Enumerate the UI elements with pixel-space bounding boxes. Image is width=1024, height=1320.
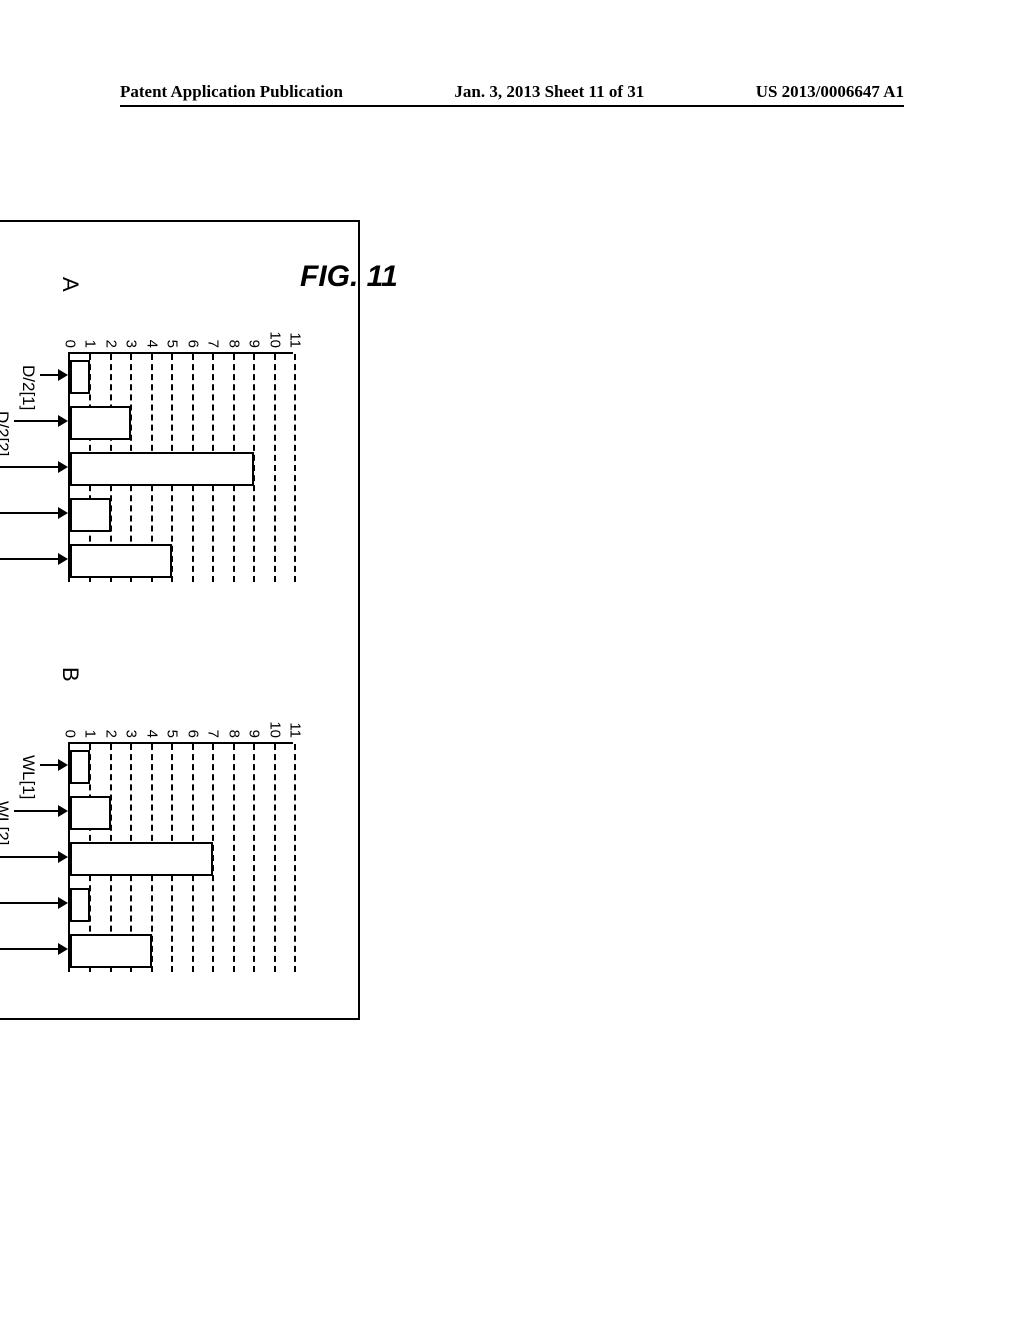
bar-chart: 01234567891011D/2[1]D/2[2]D/2[3]D/2[4]D/… xyxy=(68,352,293,582)
bar xyxy=(70,452,254,487)
y-tick-label: 2 xyxy=(102,730,119,744)
y-tick-label: 5 xyxy=(164,730,181,744)
gridline xyxy=(233,744,235,972)
figure-outer-box: A 01234567891011D/2[1]D/2[2]D/2[3]D/2[4]D… xyxy=(0,220,360,1020)
y-tick-label: 2 xyxy=(102,340,119,354)
header-right: US 2013/0006647 A1 xyxy=(756,82,904,102)
y-tick-label: 7 xyxy=(205,730,222,744)
x-label: D/2[2] xyxy=(0,411,12,456)
header-rule xyxy=(120,105,904,107)
panel-label: A xyxy=(57,277,83,292)
bar xyxy=(70,498,111,533)
y-tick-label: 3 xyxy=(123,730,140,744)
bar xyxy=(70,360,90,395)
page-header: Patent Application Publication Jan. 3, 2… xyxy=(0,82,1024,102)
bar xyxy=(70,406,131,441)
y-tick-label: 5 xyxy=(164,340,181,354)
bar-chart: 01234567891011WL[1]WL[2]WL[3]WL[4]WL[5] xyxy=(68,742,293,972)
y-tick-label: 8 xyxy=(225,340,242,354)
y-tick-label: 11 xyxy=(287,722,304,744)
y-tick-label: 11 xyxy=(287,332,304,354)
y-tick-label: 0 xyxy=(62,340,79,354)
y-tick-label: 4 xyxy=(143,730,160,744)
x-label: WL[2] xyxy=(0,801,12,845)
chart-plot-area: 01234567891011 xyxy=(68,352,293,582)
bar xyxy=(70,796,111,831)
y-tick-label: 1 xyxy=(82,340,99,354)
bar xyxy=(70,750,90,785)
y-tick-label: 10 xyxy=(266,331,283,354)
gridline xyxy=(294,744,296,972)
bar xyxy=(70,842,213,877)
patent-page: Patent Application Publication Jan. 3, 2… xyxy=(0,0,1024,1320)
x-label: WL[1] xyxy=(18,755,38,799)
gridline xyxy=(274,354,276,582)
figure-frame: A 01234567891011D/2[1]D/2[2]D/2[3]D/2[4]D… xyxy=(0,220,360,1020)
bar xyxy=(70,888,90,923)
y-tick-label: 6 xyxy=(184,730,201,744)
header-center: Jan. 3, 2013 Sheet 11 of 31 xyxy=(454,82,644,102)
gridline xyxy=(253,744,255,972)
y-tick-label: 6 xyxy=(184,340,201,354)
y-tick-label: 4 xyxy=(143,340,160,354)
gridline xyxy=(274,744,276,972)
y-tick-label: 9 xyxy=(246,340,263,354)
y-tick-label: 0 xyxy=(62,730,79,744)
y-tick-label: 8 xyxy=(225,730,242,744)
panel-label: B xyxy=(57,667,83,682)
y-tick-label: 3 xyxy=(123,340,140,354)
x-label: D/2[1] xyxy=(18,365,38,410)
header-left: Patent Application Publication xyxy=(120,82,343,102)
chart-plot-area: 01234567891011 xyxy=(68,742,293,972)
y-tick-label: 7 xyxy=(205,340,222,354)
y-tick-label: 10 xyxy=(266,721,283,744)
gridline xyxy=(294,354,296,582)
bar xyxy=(70,544,172,579)
y-tick-label: 9 xyxy=(246,730,263,744)
bar xyxy=(70,934,152,969)
y-tick-label: 1 xyxy=(82,730,99,744)
